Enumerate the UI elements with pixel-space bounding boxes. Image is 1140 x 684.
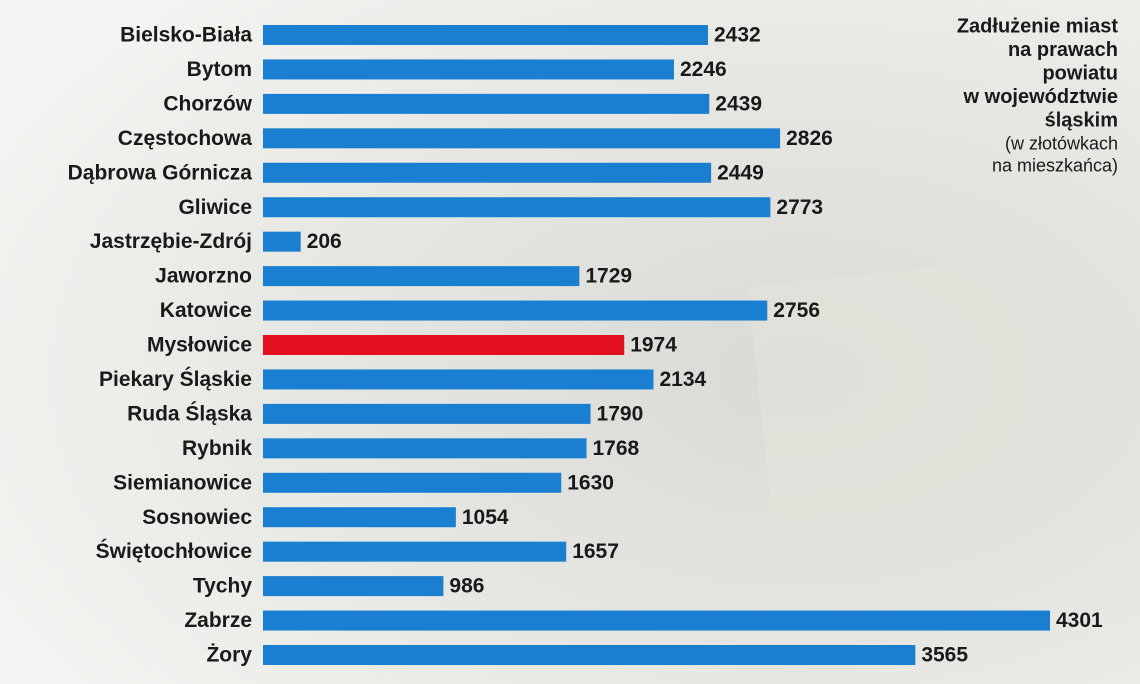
bar xyxy=(263,59,674,80)
bar xyxy=(263,438,587,459)
category-label: Jastrzębie-Zdrój xyxy=(90,230,252,253)
value-label: 1630 xyxy=(567,471,614,494)
category-label: Częstochowa xyxy=(118,127,253,150)
bar xyxy=(263,645,916,665)
bar xyxy=(263,128,781,149)
value-label: 986 xyxy=(449,575,484,598)
value-label: 1790 xyxy=(597,402,644,425)
chart-title-line: śląskim xyxy=(1045,109,1118,131)
category-label: Świętochłowice xyxy=(96,539,252,563)
plot-area: Bielsko-Biała 2432 Bytom 2246 Chorzów 2439 Czę… xyxy=(68,24,1103,667)
category-label: Sosnowiec xyxy=(142,506,252,529)
category-label: Piekary Śląskie xyxy=(99,367,252,391)
value-label: 2773 xyxy=(776,196,823,219)
bar xyxy=(263,25,709,45)
value-label: 1657 xyxy=(572,540,619,563)
bar xyxy=(263,266,580,287)
value-label: 2432 xyxy=(714,24,761,47)
bar xyxy=(263,335,625,355)
value-label: 1974 xyxy=(630,334,677,357)
category-label: Żory xyxy=(206,644,252,667)
category-label: Bytom xyxy=(187,58,252,81)
value-label: 2134 xyxy=(659,368,706,391)
chart-title-line: Zadłużenie miast xyxy=(957,15,1118,37)
chart-title-line: w województwie xyxy=(963,86,1118,108)
bar xyxy=(263,300,768,321)
category-label: Zabrze xyxy=(184,609,252,632)
chart-title-line: powiatu xyxy=(1042,62,1118,84)
chart-title-line: na prawach xyxy=(1008,39,1118,61)
value-label: 2826 xyxy=(786,127,833,150)
value-label: 2756 xyxy=(773,299,820,322)
bar xyxy=(263,231,301,252)
bar xyxy=(263,93,710,114)
bar xyxy=(263,369,654,390)
bar xyxy=(263,162,712,183)
bar xyxy=(263,197,771,218)
category-label: Ruda Śląska xyxy=(127,401,252,425)
value-label: 206 xyxy=(307,230,342,253)
category-label: Tychy xyxy=(193,575,252,598)
bar xyxy=(263,507,456,528)
category-label: Siemianowice xyxy=(113,471,252,494)
value-label: 1054 xyxy=(462,506,509,529)
category-label: Chorzów xyxy=(163,92,252,115)
category-label: Dąbrowa Górnicza xyxy=(68,161,253,184)
value-label: 2246 xyxy=(680,58,727,81)
bar xyxy=(263,610,1050,631)
banknote-decor xyxy=(748,255,1072,535)
category-label: Mysłowice xyxy=(147,334,252,357)
category-label: Katowice xyxy=(160,299,252,322)
value-label: 1768 xyxy=(593,437,640,460)
value-label: 1729 xyxy=(585,265,632,288)
bar xyxy=(263,472,562,493)
bar xyxy=(263,541,567,562)
value-label: 2449 xyxy=(717,161,764,184)
chart-subtitle-line: (w złotówkach xyxy=(1005,133,1118,153)
chart-subtitle-line: na mieszkańca) xyxy=(992,155,1118,175)
value-label: 3565 xyxy=(921,644,968,667)
category-label: Rybnik xyxy=(182,437,252,460)
bar xyxy=(263,403,591,424)
value-label: 2439 xyxy=(715,92,762,115)
category-label: Bielsko-Biała xyxy=(120,24,252,47)
bar xyxy=(263,576,444,597)
category-label: Jaworzno xyxy=(155,265,252,288)
value-label: 4301 xyxy=(1056,609,1103,632)
category-label: Gliwice xyxy=(178,196,252,219)
